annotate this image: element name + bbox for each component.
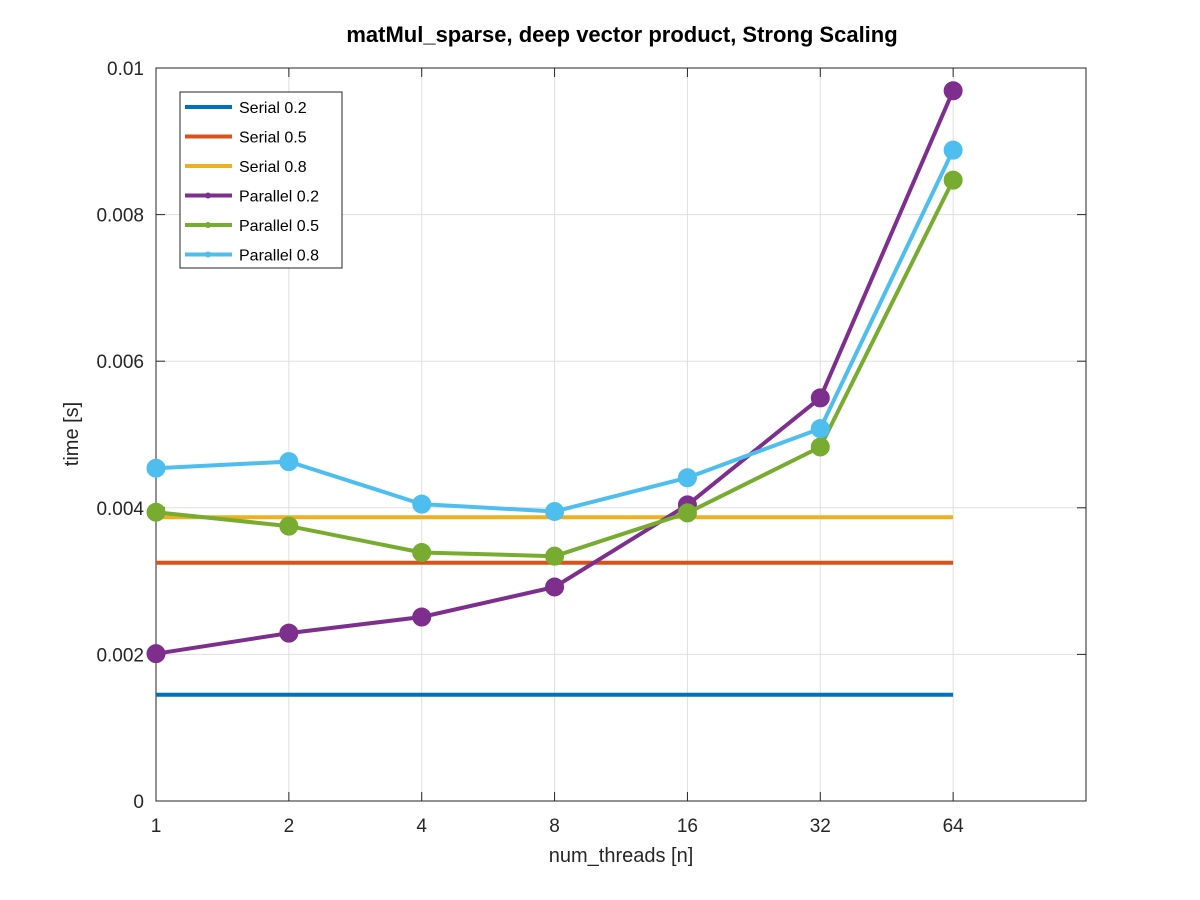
series-parallel-0-5 — [146, 170, 963, 566]
data-point — [943, 170, 963, 190]
legend-item: Parallel 0.8 — [185, 248, 319, 265]
data-point — [279, 623, 299, 643]
legend-item: Parallel 0.2 — [185, 189, 319, 206]
data-point — [943, 140, 963, 160]
legend-label: Serial 0.2 — [239, 100, 307, 117]
data-point — [412, 543, 432, 563]
legend-label: Parallel 0.5 — [239, 218, 319, 235]
legend-label: Parallel 0.8 — [239, 248, 319, 265]
data-point — [677, 503, 697, 523]
legend-item: Serial 0.8 — [185, 159, 307, 176]
data-point — [545, 501, 565, 521]
x-tick-label: 16 — [677, 816, 698, 837]
data-point — [279, 452, 299, 472]
data-point — [146, 458, 166, 478]
series-layer — [146, 81, 963, 697]
data-point — [545, 577, 565, 597]
x-tick-label: 4 — [416, 816, 427, 837]
x-tick-label: 2 — [284, 816, 295, 837]
legend-marker — [205, 222, 211, 228]
y-tick-label: 0.004 — [96, 499, 144, 520]
legend-item: Serial 0.5 — [185, 130, 307, 147]
data-point — [279, 516, 299, 536]
series-parallel-0-8 — [146, 140, 963, 521]
data-point — [412, 607, 432, 627]
legend-box — [179, 91, 343, 269]
data-point — [943, 81, 963, 101]
legend-marker — [205, 192, 211, 199]
chart-title: matMul_sparse, deep vector product, Stro… — [346, 22, 897, 47]
legend-item: Parallel 0.5 — [185, 218, 319, 235]
y-tick-label: 0.008 — [96, 206, 144, 227]
data-point — [810, 419, 830, 439]
y-tick-label: 0.002 — [96, 645, 144, 666]
y-tick-label: 0.01 — [107, 59, 144, 80]
legend-item: Serial 0.2 — [185, 100, 307, 117]
y-tick-label: 0.006 — [96, 352, 144, 373]
x-tick-label: 32 — [810, 816, 831, 837]
x-axis-label: num_threads [n] — [549, 845, 694, 867]
x-tick-label: 64 — [943, 816, 965, 837]
legend-label: Serial 0.8 — [239, 159, 307, 176]
axis-ticks: 1 2 4 8 16 32 64 0 0.002 0.004 0.006 0.008 0.01 — [96, 59, 1086, 837]
legend-label: Parallel 0.2 — [239, 189, 319, 206]
x-tick-label: 8 — [549, 816, 560, 837]
legend-label: Serial 0.5 — [239, 130, 307, 147]
plot-area-border — [155, 67, 1087, 802]
data-point — [146, 644, 166, 664]
legend-marker — [205, 251, 211, 258]
data-point — [545, 546, 565, 566]
y-axis-label: time [s] — [61, 402, 83, 466]
x-tick-label: 1 — [151, 816, 162, 837]
y-tick-label: 0 — [133, 792, 144, 813]
data-point — [810, 437, 830, 457]
data-point — [146, 502, 166, 522]
legend: Serial 0.2 Serial 0.5 Serial 0.8 Parallel 0… — [179, 91, 343, 269]
data-point — [412, 494, 432, 514]
data-point — [677, 468, 697, 488]
data-point — [810, 388, 830, 408]
